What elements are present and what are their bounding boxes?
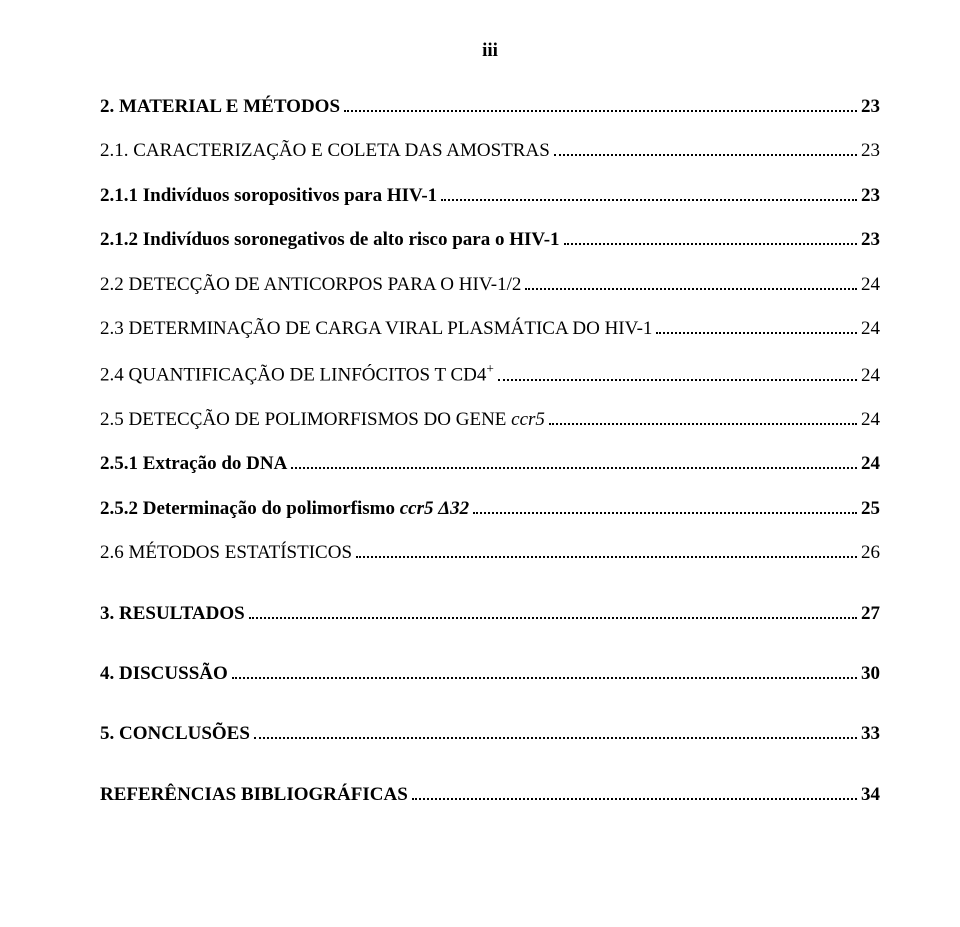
toc-entry-page: 34 bbox=[861, 780, 880, 810]
toc-entry-label: 5. CONCLUSÕES bbox=[100, 719, 250, 749]
toc-entry-label: 2.5 DETECÇÃO DE POLIMORFISMOS DO GENE cc… bbox=[100, 405, 545, 435]
toc-entry-page: 24 bbox=[861, 361, 880, 391]
toc-entry-label: 2.6 MÉTODOS ESTATÍSTICOS bbox=[100, 538, 352, 568]
toc-entry-page: 33 bbox=[861, 719, 880, 749]
table-of-contents: 2. MATERIAL E MÉTODOS 23 2.1. CARACTERIZAÇ… bbox=[100, 92, 880, 810]
toc-entry-page: 23 bbox=[861, 136, 880, 166]
toc-entry: 5. CONCLUSÕES 33 bbox=[100, 719, 880, 749]
toc-dot-leader bbox=[554, 141, 857, 156]
toc-dot-leader bbox=[412, 785, 857, 800]
toc-dot-leader bbox=[441, 186, 857, 201]
toc-entry: 2.6 MÉTODOS ESTATÍSTICOS 26 bbox=[100, 538, 880, 568]
toc-entry: 2.5.2 Determinação do polimorfismo ccr5 … bbox=[100, 494, 880, 524]
toc-entry: REFERÊNCIAS BIBLIOGRÁFICAS 34 bbox=[100, 780, 880, 810]
toc-dot-leader bbox=[344, 97, 857, 112]
toc-entry: 2. MATERIAL E MÉTODOS 23 bbox=[100, 92, 880, 122]
toc-dot-leader bbox=[498, 365, 857, 380]
toc-entry-label: 2.5.1 Extração do DNA bbox=[100, 449, 287, 479]
toc-entry-label: 2.1.2 Indivíduos soronegativos de alto r… bbox=[100, 225, 560, 255]
toc-entry-page: 23 bbox=[861, 225, 880, 255]
toc-entry-page: 24 bbox=[861, 449, 880, 479]
toc-entry-page: 23 bbox=[861, 181, 880, 211]
toc-entry: 4. DISCUSSÃO 30 bbox=[100, 659, 880, 689]
toc-entry-page: 24 bbox=[861, 405, 880, 435]
toc-dot-leader bbox=[254, 724, 857, 739]
toc-entry: 3. RESULTADOS 27 bbox=[100, 599, 880, 629]
toc-entry: 2.5.1 Extração do DNA 24 bbox=[100, 449, 880, 479]
toc-dot-leader bbox=[291, 454, 857, 469]
toc-dot-leader bbox=[473, 499, 857, 514]
toc-entry-page: 24 bbox=[861, 270, 880, 300]
toc-entry-label: 2. MATERIAL E MÉTODOS bbox=[100, 92, 340, 122]
toc-dot-leader bbox=[356, 543, 857, 558]
toc-entry: 2.1.1 Indivíduos soropositivos para HIV-… bbox=[100, 181, 880, 211]
toc-entry: 2.3 DETERMINAÇÃO DE CARGA VIRAL PLASMÁTI… bbox=[100, 314, 880, 344]
toc-entry-label: 4. DISCUSSÃO bbox=[100, 659, 228, 689]
toc-entry: 2.2 DETECÇÃO DE ANTICORPOS PARA O HIV-1/… bbox=[100, 270, 880, 300]
toc-entry-page: 27 bbox=[861, 599, 880, 629]
toc-entry-label: 2.4 QUANTIFICAÇÃO DE LINFÓCITOS T CD4+ bbox=[100, 358, 494, 391]
toc-entry-page: 30 bbox=[861, 659, 880, 689]
toc-entry-label: REFERÊNCIAS BIBLIOGRÁFICAS bbox=[100, 780, 408, 810]
toc-dot-leader bbox=[549, 410, 857, 425]
toc-entry: 2.1. CARACTERIZAÇÃO E COLETA DAS AMOSTRA… bbox=[100, 136, 880, 166]
toc-entry-label: 3. RESULTADOS bbox=[100, 599, 245, 629]
toc-entry-label: 2.2 DETECÇÃO DE ANTICORPOS PARA O HIV-1/… bbox=[100, 270, 521, 300]
toc-entry-page: 24 bbox=[861, 314, 880, 344]
toc-entry-page: 26 bbox=[861, 538, 880, 568]
toc-entry-page: 23 bbox=[861, 92, 880, 122]
toc-dot-leader bbox=[232, 664, 857, 679]
toc-dot-leader bbox=[656, 319, 857, 334]
toc-entry-page: 25 bbox=[861, 494, 880, 524]
toc-entry-label: 2.1. CARACTERIZAÇÃO E COLETA DAS AMOSTRA… bbox=[100, 136, 550, 166]
toc-entry-label: 2.5.2 Determinação do polimorfismo ccr5 … bbox=[100, 494, 469, 524]
toc-entry: 2.4 QUANTIFICAÇÃO DE LINFÓCITOS T CD4+ 24 bbox=[100, 358, 880, 391]
toc-entry: 2.5 DETECÇÃO DE POLIMORFISMOS DO GENE cc… bbox=[100, 405, 880, 435]
toc-dot-leader bbox=[564, 230, 857, 245]
toc-dot-leader bbox=[249, 603, 857, 618]
toc-dot-leader bbox=[525, 274, 857, 289]
toc-entry-label: 2.1.1 Indivíduos soropositivos para HIV-… bbox=[100, 181, 437, 211]
toc-entry: 2.1.2 Indivíduos soronegativos de alto r… bbox=[100, 225, 880, 255]
toc-entry-label: 2.3 DETERMINAÇÃO DE CARGA VIRAL PLASMÁTI… bbox=[100, 314, 652, 344]
page-number: iii bbox=[100, 40, 880, 62]
